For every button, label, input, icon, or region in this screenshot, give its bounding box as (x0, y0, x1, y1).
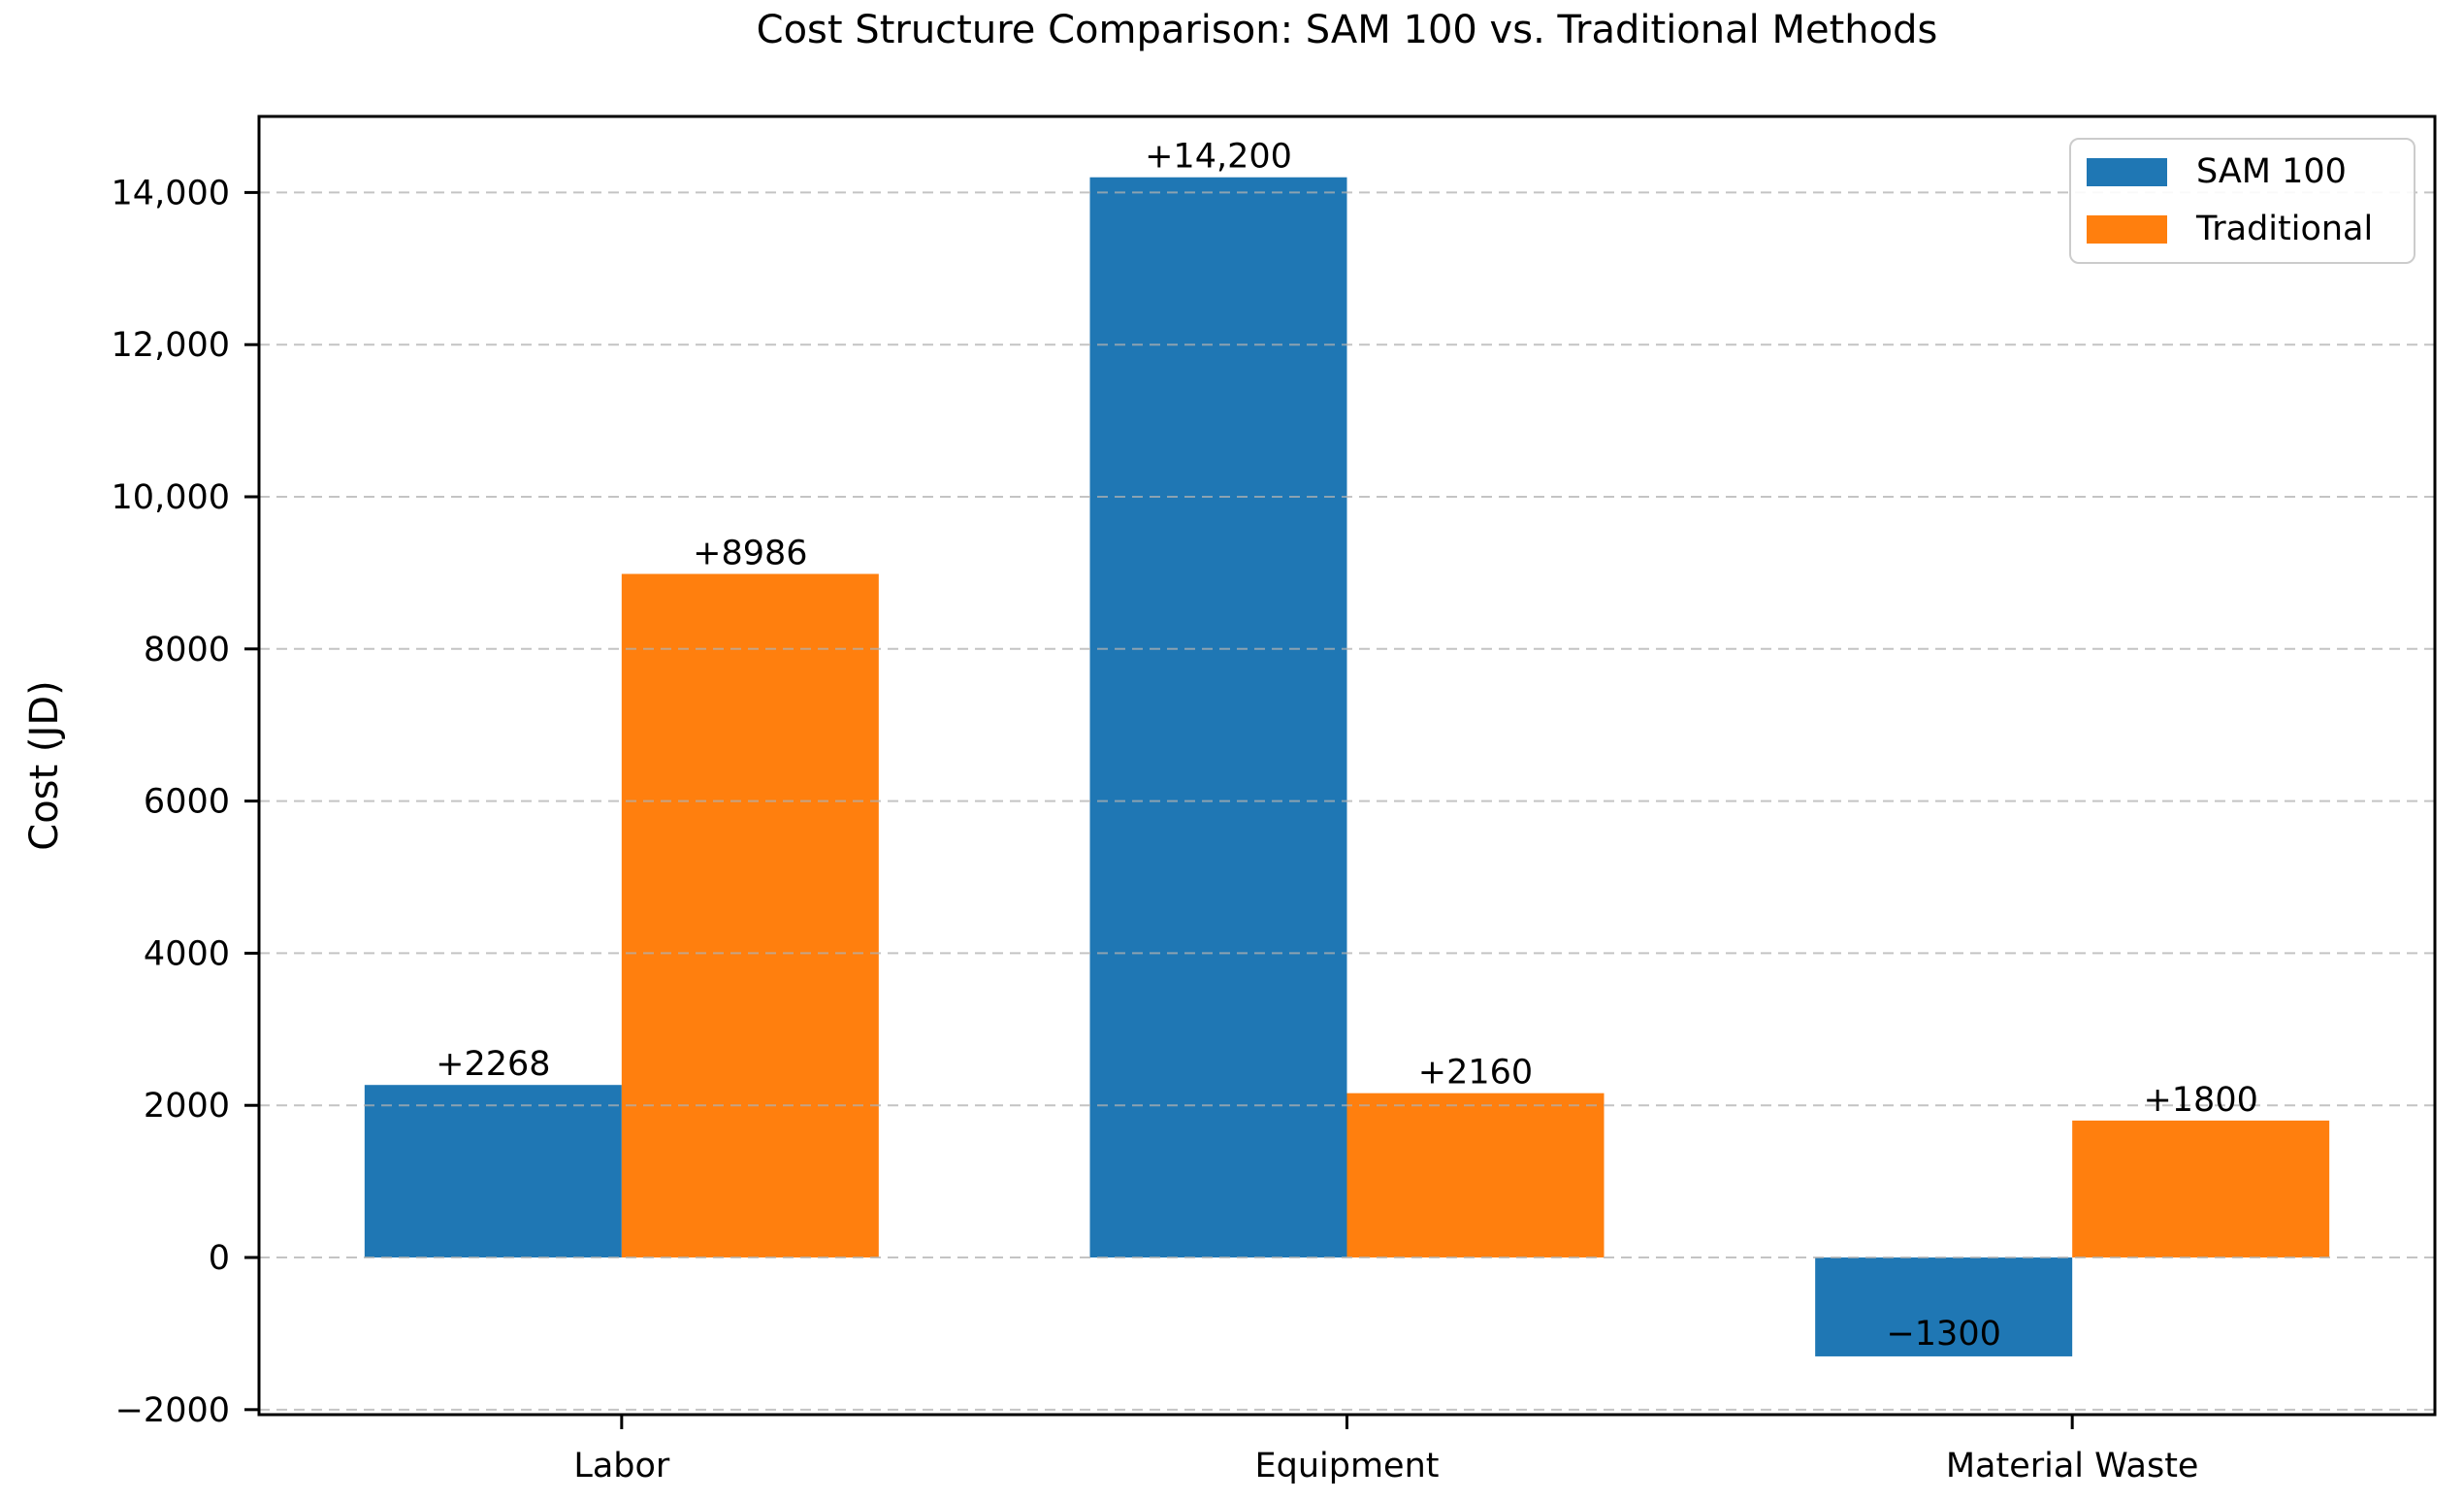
x-tick-label-material-waste: Material Waste (1946, 1447, 2199, 1485)
legend-swatch-sam-100 (2087, 158, 2167, 186)
x-tick-label-equipment: Equipment (1255, 1447, 1440, 1485)
bar-sam-100-material-waste (1815, 1257, 2073, 1356)
y-tick-label-14000: 14,000 (112, 174, 230, 212)
y-tick-label-10000: 10,000 (112, 478, 230, 517)
bar-value-label-sam-100-equipment: +14,200 (1145, 138, 1292, 177)
x-tick-label-labor: Labor (573, 1447, 670, 1485)
bar-value-label-traditional-labor: +8986 (693, 535, 807, 573)
y-tick-label-6000: 6000 (144, 783, 230, 822)
bar-sam-100-equipment (1089, 177, 1347, 1258)
legend-label-sam-100: SAM 100 (2196, 152, 2347, 191)
y-tick-label-12000: 12,000 (112, 326, 230, 365)
bar-value-label-traditional-material-waste: +1800 (2143, 1081, 2257, 1120)
y-tick-label-4000: 4000 (144, 934, 230, 973)
y-tick-label-2000: 2000 (144, 1087, 230, 1126)
bar-traditional-equipment (1346, 1093, 1605, 1258)
legend-item-sam-100: SAM 100 (2087, 155, 2414, 189)
bar-traditional-labor (621, 573, 879, 1258)
bar-value-label-sam-100-labor: +2268 (436, 1045, 550, 1084)
bar-value-label-sam-100-material-waste: −1300 (1886, 1315, 2000, 1354)
bar-value-label-traditional-equipment: +2160 (1418, 1054, 1533, 1093)
bar-sam-100-labor (364, 1085, 622, 1258)
legend-swatch-traditional (2087, 215, 2167, 244)
bar-traditional-material-waste (2072, 1120, 2330, 1258)
legend-label-traditional: Traditional (2196, 210, 2374, 248)
y-tick-label--2000: −2000 (115, 1391, 230, 1430)
y-tick-label-0: 0 (209, 1239, 230, 1278)
chart-title: Cost Structure Comparison: SAM 100 vs. T… (756, 8, 1938, 52)
legend: SAM 100 Traditional (2069, 138, 2415, 264)
y-tick-label-8000: 8000 (144, 631, 230, 669)
legend-item-traditional: Traditional (2087, 212, 2414, 246)
